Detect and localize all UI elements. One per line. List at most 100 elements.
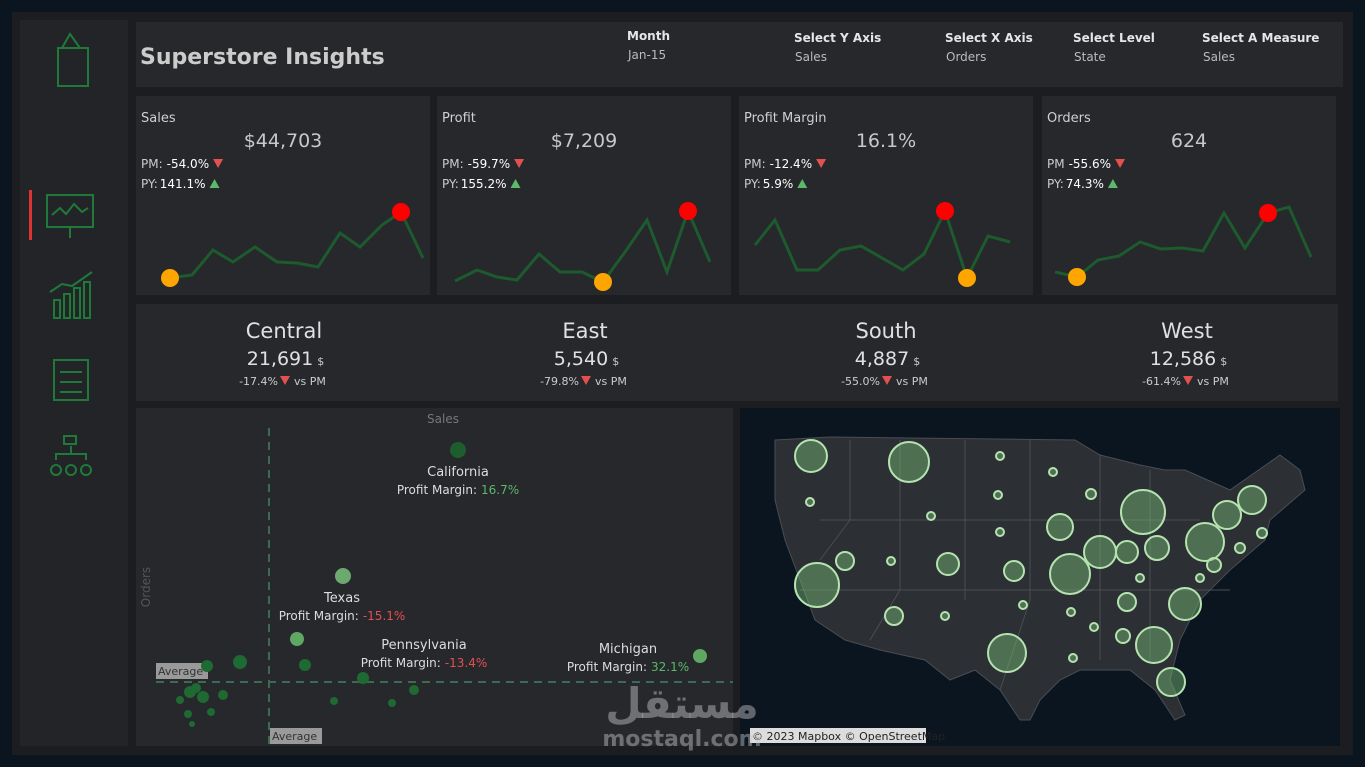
min-point bbox=[161, 269, 179, 287]
header-panel bbox=[136, 22, 1343, 87]
min-point bbox=[1068, 268, 1086, 286]
filter-value: Sales bbox=[1203, 50, 1235, 64]
map-bubbles bbox=[794, 439, 1268, 697]
point-metric-label: Profit Margin: bbox=[361, 656, 441, 670]
watermark-arabic: مستقل bbox=[605, 679, 759, 728]
kpi-title: Profit bbox=[442, 111, 476, 126]
kpi-value: 624 bbox=[1171, 130, 1207, 152]
max-point bbox=[392, 203, 410, 221]
nav-customers[interactable] bbox=[50, 435, 92, 476]
max-point bbox=[679, 202, 697, 220]
region-value: 12,586 bbox=[1150, 348, 1216, 370]
kpi-title: Profit Margin bbox=[744, 111, 826, 126]
filter-value: Sales bbox=[795, 50, 827, 64]
average-label: Average bbox=[272, 730, 317, 743]
up-arrow bbox=[1107, 179, 1118, 188]
point-metric-label: Profit Margin: bbox=[397, 483, 477, 497]
filter-label: Month bbox=[627, 29, 670, 43]
max-point bbox=[1259, 204, 1277, 222]
active-indicator bbox=[29, 190, 32, 240]
filter-value: State bbox=[1074, 50, 1106, 64]
kpi-py-label: PY: bbox=[141, 177, 158, 191]
map-state-borders bbox=[800, 440, 1230, 691]
region-value: 21,691 bbox=[247, 348, 313, 370]
logo-icon bbox=[57, 32, 89, 87]
region-unit: $ bbox=[612, 355, 619, 368]
region-value: 4,887 bbox=[855, 348, 909, 370]
min-point bbox=[594, 273, 612, 291]
point-metric: -15.1% bbox=[363, 609, 405, 623]
kpi-title: Orders bbox=[1047, 111, 1091, 126]
kpi-pm-label: PM: bbox=[744, 157, 766, 171]
scatter-dots bbox=[176, 442, 707, 727]
region-vs: vs PM bbox=[595, 375, 627, 388]
region-vs: vs PM bbox=[1197, 375, 1229, 388]
filter-label: Select Level bbox=[1073, 31, 1155, 45]
title: Superstore Insights bbox=[140, 45, 385, 70]
kpi-py: 155.2% bbox=[461, 177, 507, 191]
up-arrow bbox=[797, 179, 808, 188]
region-change: -55.0% bbox=[841, 375, 880, 388]
point-name: Texas bbox=[323, 591, 360, 606]
up-arrow bbox=[209, 179, 220, 188]
region-unit: $ bbox=[317, 355, 324, 368]
region-name: Central bbox=[246, 319, 322, 343]
region-change: -61.4% bbox=[1142, 375, 1181, 388]
kpi-pm-label: PM: bbox=[442, 157, 464, 171]
kpi-card: Profit $7,209 PM: -59.7% PY: 155.2% bbox=[437, 96, 731, 295]
up-arrow bbox=[510, 179, 521, 188]
down-arrow bbox=[280, 376, 290, 385]
kpi-panel bbox=[136, 96, 430, 295]
kpi-value: $7,209 bbox=[551, 130, 617, 152]
point-name: Michigan bbox=[599, 642, 657, 657]
kpi-py: 141.1% bbox=[160, 177, 206, 191]
nav-analysis[interactable] bbox=[49, 271, 93, 319]
region-vs: vs PM bbox=[896, 375, 928, 388]
kpi-value: $44,703 bbox=[244, 130, 323, 152]
max-point bbox=[936, 202, 954, 220]
min-point bbox=[958, 269, 976, 287]
average-label-box bbox=[156, 663, 208, 679]
filter-label: Select X Axis bbox=[945, 31, 1033, 45]
filter-value: Orders bbox=[946, 50, 986, 64]
watermark-latin: mostaql.com bbox=[602, 727, 761, 752]
kpi-py: 5.9% bbox=[763, 177, 794, 191]
down-arrow bbox=[213, 159, 224, 168]
region-change: -79.8% bbox=[540, 375, 579, 388]
nav-dashboard[interactable] bbox=[46, 194, 94, 238]
region-change: -17.4% bbox=[239, 375, 278, 388]
kpi-py: 74.3% bbox=[1066, 177, 1104, 191]
kpi-pm-label: PM: bbox=[141, 157, 163, 171]
x-axis-title: Orders bbox=[139, 567, 153, 607]
kpi-py-label: PY: bbox=[744, 177, 761, 191]
kpi-title: Sales bbox=[141, 111, 176, 126]
sparkline bbox=[169, 209, 425, 280]
kpi-card: Profit Margin 16.1% PM: -12.4% PY: 5.9% bbox=[739, 96, 1033, 295]
region-name: South bbox=[855, 319, 916, 343]
down-arrow bbox=[882, 376, 892, 385]
kpi-panel bbox=[437, 96, 731, 295]
point-metric: -13.4% bbox=[445, 656, 487, 670]
down-arrow bbox=[1183, 376, 1193, 385]
average-label: Average bbox=[158, 665, 203, 678]
down-arrow bbox=[816, 159, 827, 168]
region-unit: $ bbox=[1220, 355, 1227, 368]
region-name: West bbox=[1161, 319, 1213, 343]
kpi-pm: -59.7% bbox=[468, 157, 510, 171]
kpi-py-label: PY: bbox=[442, 177, 459, 191]
kpi-value: 16.1% bbox=[856, 130, 916, 152]
kpi-pm: -54.0% bbox=[167, 157, 209, 171]
region-unit: $ bbox=[913, 355, 920, 368]
average-label-box bbox=[270, 728, 322, 744]
kpi-panel bbox=[1042, 96, 1336, 295]
region-name: East bbox=[562, 319, 607, 343]
filter-label: Select A Measure bbox=[1202, 31, 1319, 45]
kpi-py-label: PY: bbox=[1047, 177, 1064, 191]
attribution-box bbox=[750, 728, 926, 743]
down-arrow bbox=[514, 159, 525, 168]
point-name: Pennsylvania bbox=[381, 638, 466, 653]
nav-report[interactable] bbox=[53, 359, 89, 401]
point-metric: 16.7% bbox=[481, 483, 519, 497]
